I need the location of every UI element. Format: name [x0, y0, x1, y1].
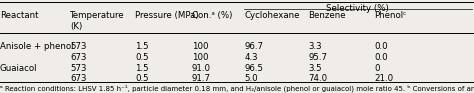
Text: 673: 673	[70, 53, 87, 62]
Text: 0: 0	[374, 64, 380, 73]
Text: Con.ᵃ (%): Con.ᵃ (%)	[192, 11, 232, 20]
Text: 3.3: 3.3	[308, 42, 322, 51]
Text: Anisole + phenol: Anisole + phenol	[0, 42, 73, 51]
Text: Benzene: Benzene	[308, 11, 346, 20]
Text: 573: 573	[70, 42, 87, 51]
Text: 573: 573	[70, 64, 87, 73]
Text: ᵃ Reaction conditions: LHSV 1.85 h⁻¹, particle diameter 0.18 mm, and H₂/anisole : ᵃ Reaction conditions: LHSV 1.85 h⁻¹, pa…	[0, 84, 474, 92]
Text: 91.0: 91.0	[192, 64, 211, 73]
Text: 0.5: 0.5	[135, 53, 149, 62]
Text: (K): (K)	[70, 22, 82, 31]
Text: 0.0: 0.0	[374, 53, 388, 62]
Text: 21.0: 21.0	[374, 74, 393, 83]
Text: Temperature: Temperature	[70, 11, 125, 20]
Text: 0.5: 0.5	[135, 74, 149, 83]
Text: 0.0: 0.0	[374, 42, 388, 51]
Text: Guaiacol: Guaiacol	[0, 64, 37, 73]
Text: 96.7: 96.7	[244, 42, 263, 51]
Text: 673: 673	[70, 74, 87, 83]
Text: 5.0: 5.0	[244, 74, 258, 83]
Text: 91.7: 91.7	[192, 74, 211, 83]
Text: 100: 100	[192, 42, 209, 51]
Text: 1.5: 1.5	[135, 42, 149, 51]
Text: 96.5: 96.5	[244, 64, 263, 73]
Text: 1.5: 1.5	[135, 64, 149, 73]
Text: 4.3: 4.3	[244, 53, 258, 62]
Text: 95.7: 95.7	[308, 53, 327, 62]
Text: Phenolᶜ: Phenolᶜ	[374, 11, 407, 20]
Text: 3.5: 3.5	[308, 64, 322, 73]
Text: Cyclohexane: Cyclohexane	[244, 11, 300, 20]
Text: Selectivity (%): Selectivity (%)	[327, 4, 389, 13]
Text: 100: 100	[192, 53, 209, 62]
Text: Pressure (MPa): Pressure (MPa)	[135, 11, 199, 20]
Text: Reactant: Reactant	[0, 11, 38, 20]
Text: 74.0: 74.0	[308, 74, 327, 83]
